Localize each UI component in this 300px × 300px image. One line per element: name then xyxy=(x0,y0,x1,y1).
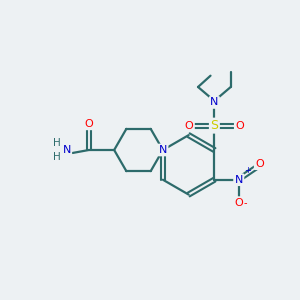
Text: O: O xyxy=(255,159,264,169)
Text: +: + xyxy=(244,166,251,175)
Text: H: H xyxy=(53,152,61,162)
Text: -: - xyxy=(244,199,247,208)
Text: O: O xyxy=(85,119,93,129)
Text: S: S xyxy=(210,119,218,132)
Text: O: O xyxy=(234,198,243,208)
Text: O: O xyxy=(185,121,194,130)
Text: O: O xyxy=(235,121,244,130)
Text: N: N xyxy=(235,175,243,185)
Text: N: N xyxy=(210,98,219,107)
Text: H: H xyxy=(53,138,61,148)
Text: N: N xyxy=(62,145,71,155)
Text: N: N xyxy=(159,145,167,155)
